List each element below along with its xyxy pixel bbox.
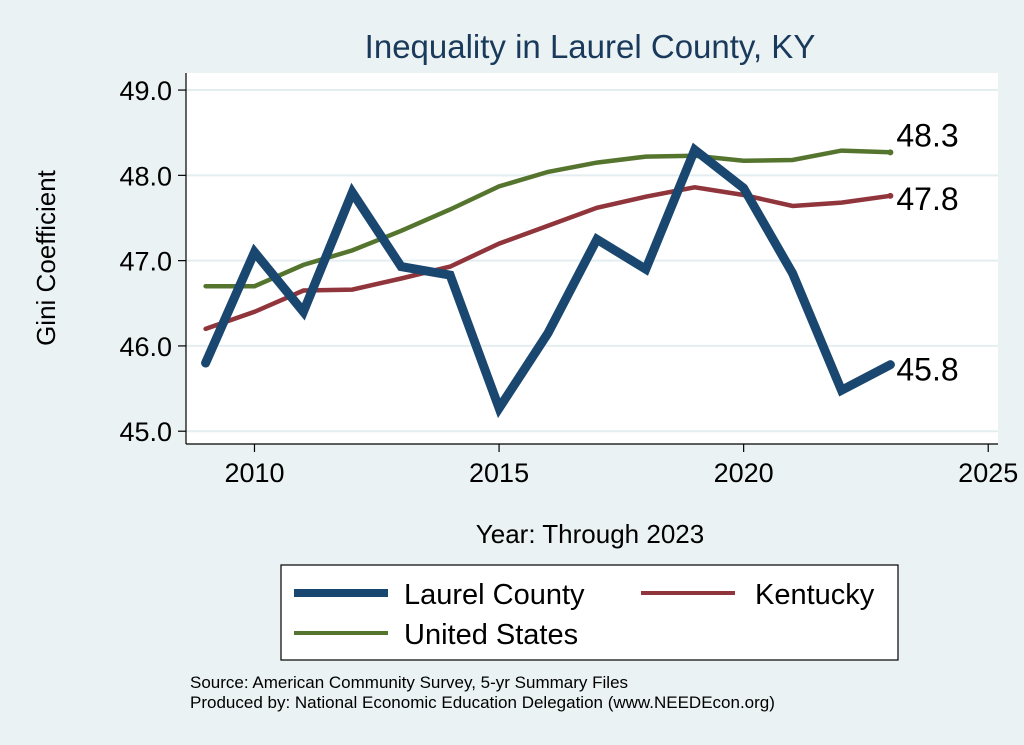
y-axis-ticks: 45.0 46.0 47.0 48.0 49.0 [119,76,186,447]
y-tick-label: 47.0 [119,247,172,277]
legend-label-kentucky: Kentucky [755,579,875,611]
legend-label-laurel-county: Laurel County [404,579,585,611]
source-note: Source: American Community Survey, 5-yr … [190,673,628,692]
series-endpoint-united-states [887,149,894,156]
series-line-kentucky [203,185,893,332]
end-label-united-states: 48.3 [896,117,958,153]
y-tick-label: 45.0 [119,417,172,447]
x-tick-label: 2015 [469,458,529,488]
y-tick-label: 46.0 [119,332,172,362]
x-tick-label: 2010 [224,458,284,488]
series-endpoint-kentucky [887,192,894,199]
x-tick-label: 2025 [958,458,1018,488]
legend-label-united-states: United States [404,619,578,651]
series-lines [201,142,895,419]
chart-title: Inequality in Laurel County, KY [365,28,816,65]
series-endpoint-laurel-county [887,361,894,368]
y-tick-label: 48.0 [119,161,172,191]
series-line-united-states [203,148,893,289]
end-labels: 45.8 47.8 48.3 [896,117,958,387]
legend-box [280,564,899,661]
y-axis-title: Gini Coefficient [31,169,61,346]
y-tick-label: 49.0 [119,76,172,106]
x-axis-title: Year: Through 2023 [476,519,704,549]
x-axis-ticks: 2010 2015 2020 2025 [224,444,1018,488]
legend: Laurel County Kentucky United States [280,564,899,661]
x-tick-label: 2020 [714,458,774,488]
plot-area [186,73,998,444]
series-line-laurel-county [201,142,895,419]
end-label-kentucky: 47.8 [896,181,958,217]
producer-note: Produced by: National Economic Education… [190,693,775,712]
end-label-laurel-county: 45.8 [896,352,958,388]
